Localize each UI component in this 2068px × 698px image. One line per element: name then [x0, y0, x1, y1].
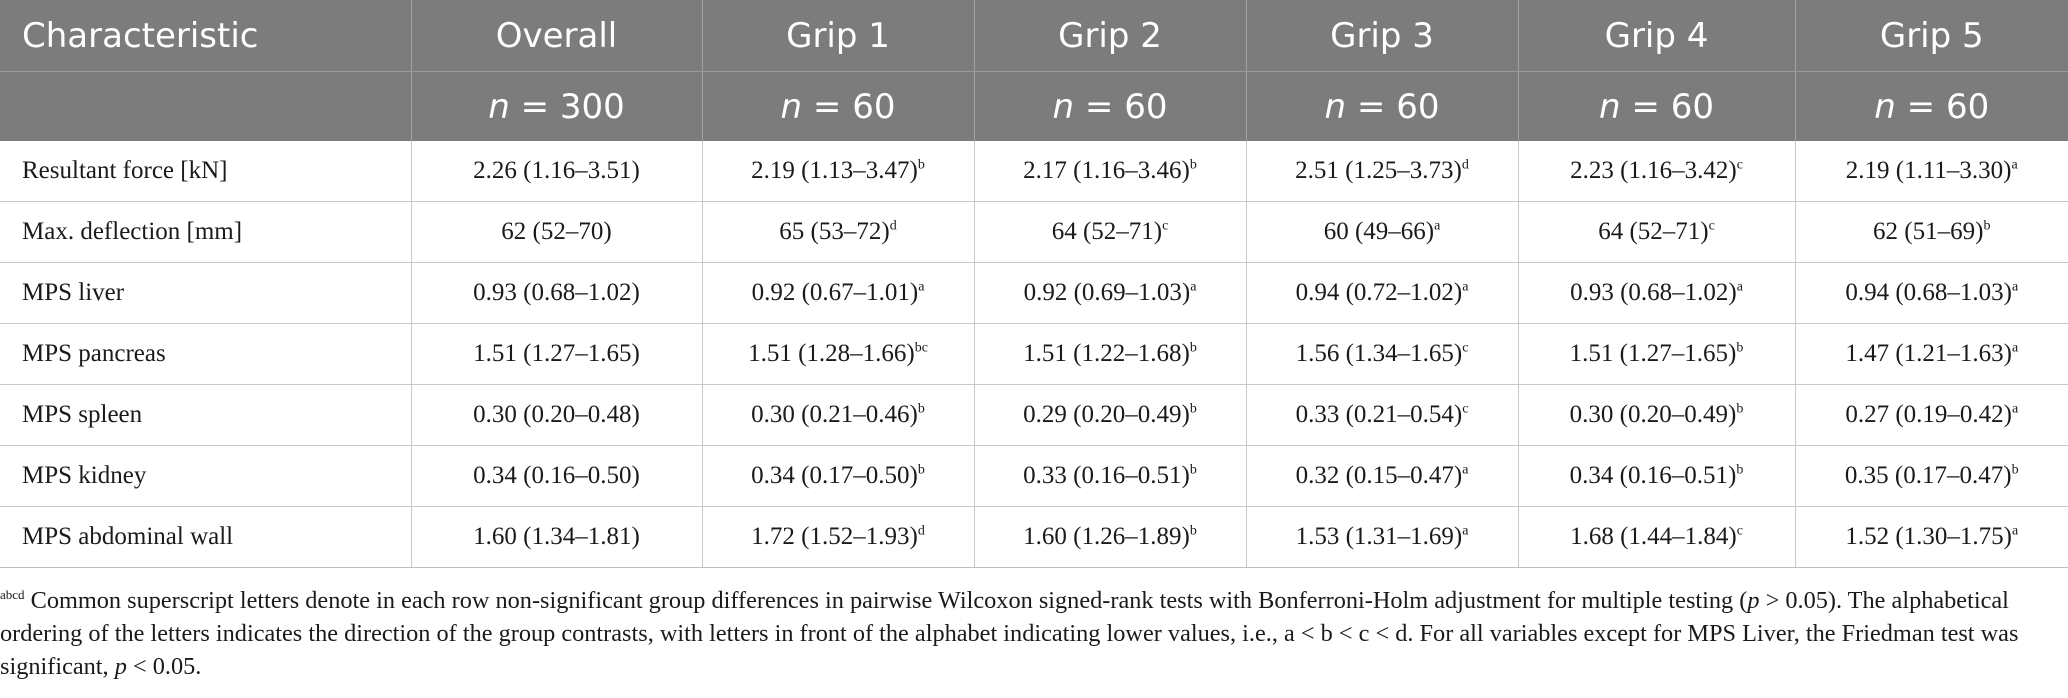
cell-grip-1: 65 (53–72)d	[702, 201, 975, 263]
table-footnote: abcd Common superscript letters denote i…	[0, 584, 2050, 683]
cell-grip-4: 0.34 (0.16–0.51)b	[1518, 445, 1796, 507]
cell-grip-2: 0.29 (0.20–0.49)b	[974, 384, 1247, 446]
header-grip-2: Grip 2	[974, 0, 1247, 72]
cell-grip-4: 1.51 (1.27–1.65)b	[1518, 323, 1796, 385]
cell-overall: 0.30 (0.20–0.48)	[411, 384, 703, 446]
cell-grip-5: 62 (51–69)b	[1795, 201, 2068, 263]
cell-grip-1: 1.72 (1.52–1.93)d	[702, 506, 975, 568]
table-row: MPS spleen 0.30 (0.20–0.48) 0.30 (0.21–0…	[0, 384, 2068, 446]
cell-overall: 0.34 (0.16–0.50)	[411, 445, 703, 507]
row-label: Resultant force [kN]	[0, 141, 412, 202]
cell-grip-3: 0.33 (0.21–0.54)c	[1246, 384, 1519, 446]
cell-grip-4: 0.30 (0.20–0.49)b	[1518, 384, 1796, 446]
sample-size-grip-4: n = 60	[1518, 71, 1796, 141]
cell-grip-1: 1.51 (1.28–1.66)bc	[702, 323, 975, 385]
table-row: MPS liver 0.93 (0.68–1.02) 0.92 (0.67–1.…	[0, 262, 2068, 324]
row-label: MPS pancreas	[0, 323, 412, 385]
cell-grip-3: 2.51 (1.25–3.73)d	[1246, 141, 1519, 202]
sample-size-grip-1: n = 60	[702, 71, 975, 141]
cell-grip-5: 0.35 (0.17–0.47)b	[1795, 445, 2068, 507]
header-grip-4: Grip 4	[1518, 0, 1796, 72]
cell-grip-3: 0.32 (0.15–0.47)a	[1246, 445, 1519, 507]
cell-grip-3: 60 (49–66)a	[1246, 201, 1519, 263]
cell-overall: 1.51 (1.27–1.65)	[411, 323, 703, 385]
sample-size-grip-2: n = 60	[974, 71, 1247, 141]
cell-grip-4: 2.23 (1.16–3.42)c	[1518, 141, 1796, 202]
cell-grip-1: 0.92 (0.67–1.01)a	[702, 262, 975, 324]
footnote-p-symbol: p	[1747, 587, 1760, 614]
footnote-marker: abcd	[0, 586, 25, 602]
table-header: Characteristic Overall Grip 1 Grip 2 Gri…	[0, 0, 2068, 141]
cell-grip-4: 64 (52–71)c	[1518, 201, 1796, 263]
table-row: MPS pancreas 1.51 (1.27–1.65) 1.51 (1.28…	[0, 323, 2068, 385]
row-label: MPS spleen	[0, 384, 412, 446]
header-characteristic: Characteristic	[0, 0, 412, 72]
table-row: MPS abdominal wall 1.60 (1.34–1.81) 1.72…	[0, 506, 2068, 568]
header-overall: Overall	[411, 0, 703, 72]
footnote-text-2: > 0.05). The alphabetical ordering of th…	[0, 587, 2019, 680]
table-row: MPS kidney 0.34 (0.16–0.50) 0.34 (0.17–0…	[0, 445, 2068, 507]
table-row: Resultant force [kN] 2.26 (1.16–3.51) 2.…	[0, 141, 2068, 202]
table-row: Max. deflection [mm] 62 (52–70) 65 (53–7…	[0, 201, 2068, 263]
header-row-titles: Characteristic Overall Grip 1 Grip 2 Gri…	[0, 0, 2068, 72]
cell-grip-5: 1.52 (1.30–1.75)a	[1795, 506, 2068, 568]
sample-size-overall: n = 300	[411, 71, 703, 141]
cell-grip-2: 64 (52–71)c	[974, 201, 1247, 263]
cell-grip-2: 1.51 (1.22–1.68)b	[974, 323, 1247, 385]
row-label: Max. deflection [mm]	[0, 201, 412, 263]
row-label: MPS abdominal wall	[0, 506, 412, 568]
cell-grip-5: 2.19 (1.11–3.30)a	[1795, 141, 2068, 202]
cell-grip-5: 0.94 (0.68–1.03)a	[1795, 262, 2068, 324]
cell-grip-1: 2.19 (1.13–3.47)b	[702, 141, 975, 202]
row-label: MPS kidney	[0, 445, 412, 507]
cell-overall: 62 (52–70)	[411, 201, 703, 263]
cell-grip-1: 0.34 (0.17–0.50)b	[702, 445, 975, 507]
header-grip-3: Grip 3	[1246, 0, 1519, 72]
cell-grip-3: 0.94 (0.72–1.02)a	[1246, 262, 1519, 324]
cell-grip-2: 0.92 (0.69–1.03)a	[974, 262, 1247, 324]
table-body: Resultant force [kN] 2.26 (1.16–3.51) 2.…	[0, 141, 2068, 568]
cell-grip-5: 0.27 (0.19–0.42)a	[1795, 384, 2068, 446]
header-blank-cell	[0, 71, 412, 141]
row-label: MPS liver	[0, 262, 412, 324]
sample-size-grip-5: n = 60	[1795, 71, 2068, 141]
cell-overall: 1.60 (1.34–1.81)	[411, 506, 703, 568]
sample-size-grip-3: n = 60	[1246, 71, 1519, 141]
cell-grip-2: 1.60 (1.26–1.89)b	[974, 506, 1247, 568]
cell-overall: 0.93 (0.68–1.02)	[411, 262, 703, 324]
footnote-text-3: < 0.05.	[126, 653, 202, 680]
header-grip-5: Grip 5	[1795, 0, 2068, 72]
footnote-p-symbol-2: p	[114, 653, 127, 680]
cell-grip-3: 1.53 (1.31–1.69)a	[1246, 506, 1519, 568]
cell-grip-3: 1.56 (1.34–1.65)c	[1246, 323, 1519, 385]
footnote-text-1: Common superscript letters denote in eac…	[24, 587, 1748, 614]
cell-grip-1: 0.30 (0.21–0.46)b	[702, 384, 975, 446]
cell-grip-4: 0.93 (0.68–1.02)a	[1518, 262, 1796, 324]
cell-overall: 2.26 (1.16–3.51)	[411, 141, 703, 202]
cell-grip-4: 1.68 (1.44–1.84)c	[1518, 506, 1796, 568]
header-grip-1: Grip 1	[702, 0, 975, 72]
header-row-sample-sizes: n = 300 n = 60 n = 60 n = 60 n = 60 n = …	[0, 71, 2068, 141]
cell-grip-2: 2.17 (1.16–3.46)b	[974, 141, 1247, 202]
cell-grip-5: 1.47 (1.21–1.63)a	[1795, 323, 2068, 385]
results-table: Characteristic Overall Grip 1 Grip 2 Gri…	[0, 0, 2068, 568]
cell-grip-2: 0.33 (0.16–0.51)b	[974, 445, 1247, 507]
